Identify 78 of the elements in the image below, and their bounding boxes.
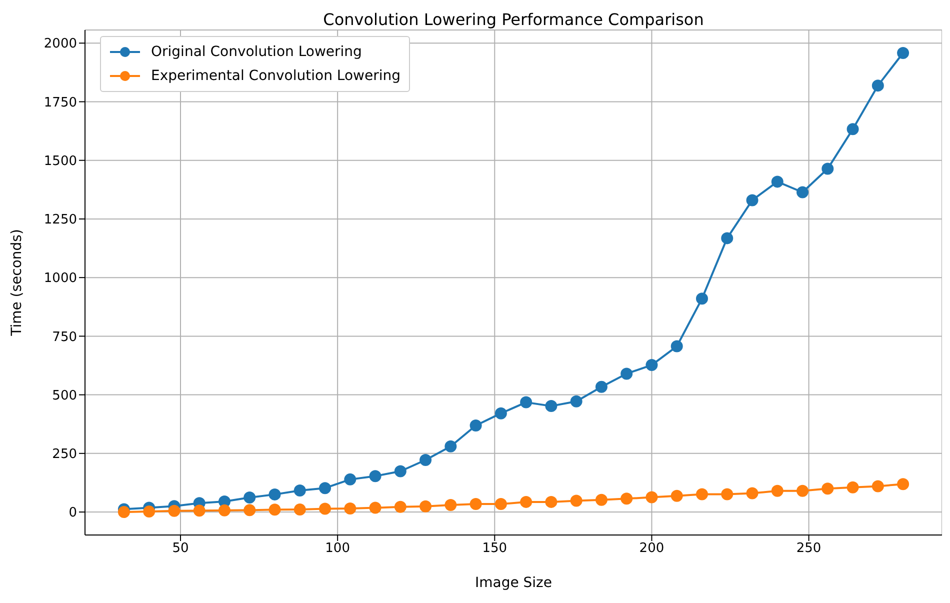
- point: [570, 494, 582, 507]
- x-axis-title: Image Size: [474, 575, 552, 591]
- point: [268, 488, 281, 500]
- point: [294, 503, 306, 516]
- point: [696, 292, 708, 305]
- point: [872, 480, 884, 492]
- point: [746, 487, 758, 500]
- point: [545, 496, 558, 508]
- point: [796, 484, 809, 497]
- x-tick-label: 200: [639, 541, 664, 556]
- point: [369, 470, 382, 482]
- y-axis-title: Time (seconds): [8, 229, 25, 337]
- y-tick-label: 750: [52, 330, 77, 345]
- x-tick-label: 250: [796, 541, 822, 556]
- point: [444, 498, 457, 511]
- chart-title: Convolution Lowering Performance Comparison: [322, 10, 705, 29]
- point: [796, 186, 809, 198]
- point: [394, 500, 406, 513]
- point: [420, 454, 432, 466]
- y-tick-label: 500: [52, 388, 77, 404]
- point: [218, 504, 230, 516]
- point: [670, 490, 683, 502]
- point: [846, 123, 859, 136]
- point: [897, 478, 910, 490]
- point: [696, 488, 708, 500]
- point: [420, 500, 432, 512]
- y-tick-label: 1750: [44, 95, 77, 110]
- point: [595, 494, 608, 506]
- point: [721, 232, 734, 244]
- point: [118, 506, 130, 518]
- point: [897, 46, 910, 59]
- point: [721, 488, 734, 500]
- y-tick-label: 1000: [44, 271, 77, 286]
- point: [369, 502, 382, 514]
- point: [319, 502, 332, 515]
- x-tick-label: 50: [172, 541, 189, 556]
- point: [771, 176, 784, 188]
- x-tick-label: 100: [325, 541, 350, 556]
- y-tick-label: 0: [68, 506, 77, 521]
- point: [470, 420, 482, 432]
- point: [494, 407, 507, 420]
- x-tick-label: 150: [482, 541, 508, 556]
- legend-label: Experimental Convolution Lowering: [151, 68, 400, 84]
- point: [620, 368, 633, 380]
- point: [670, 340, 683, 352]
- point: [444, 440, 457, 452]
- point: [244, 491, 256, 504]
- point: [168, 504, 180, 517]
- point: [344, 502, 356, 515]
- y-tick-label: 2000: [44, 36, 77, 52]
- y-tick-label: 1250: [44, 212, 77, 228]
- point: [646, 359, 658, 372]
- point: [520, 396, 532, 408]
- point: [746, 194, 758, 206]
- point: [646, 491, 658, 504]
- point: [470, 498, 482, 510]
- point: [595, 380, 608, 393]
- point: [294, 484, 306, 496]
- y-tick-label: 1500: [44, 154, 77, 169]
- point: [494, 498, 507, 510]
- point: [520, 496, 532, 508]
- point: [846, 481, 859, 494]
- legend-label: Original Convolution Lowering: [151, 44, 362, 60]
- point: [394, 465, 406, 478]
- point: [344, 473, 356, 486]
- point: [268, 504, 281, 516]
- point: [319, 482, 332, 494]
- point: [822, 482, 834, 495]
- y-tick-label: 250: [52, 447, 77, 462]
- point: [872, 80, 884, 92]
- point: [545, 400, 558, 412]
- point: [143, 506, 156, 518]
- point: [193, 504, 206, 517]
- point: [620, 492, 633, 505]
- point: [771, 484, 784, 497]
- point: [570, 395, 582, 408]
- point: [244, 504, 256, 516]
- point: [822, 162, 834, 175]
